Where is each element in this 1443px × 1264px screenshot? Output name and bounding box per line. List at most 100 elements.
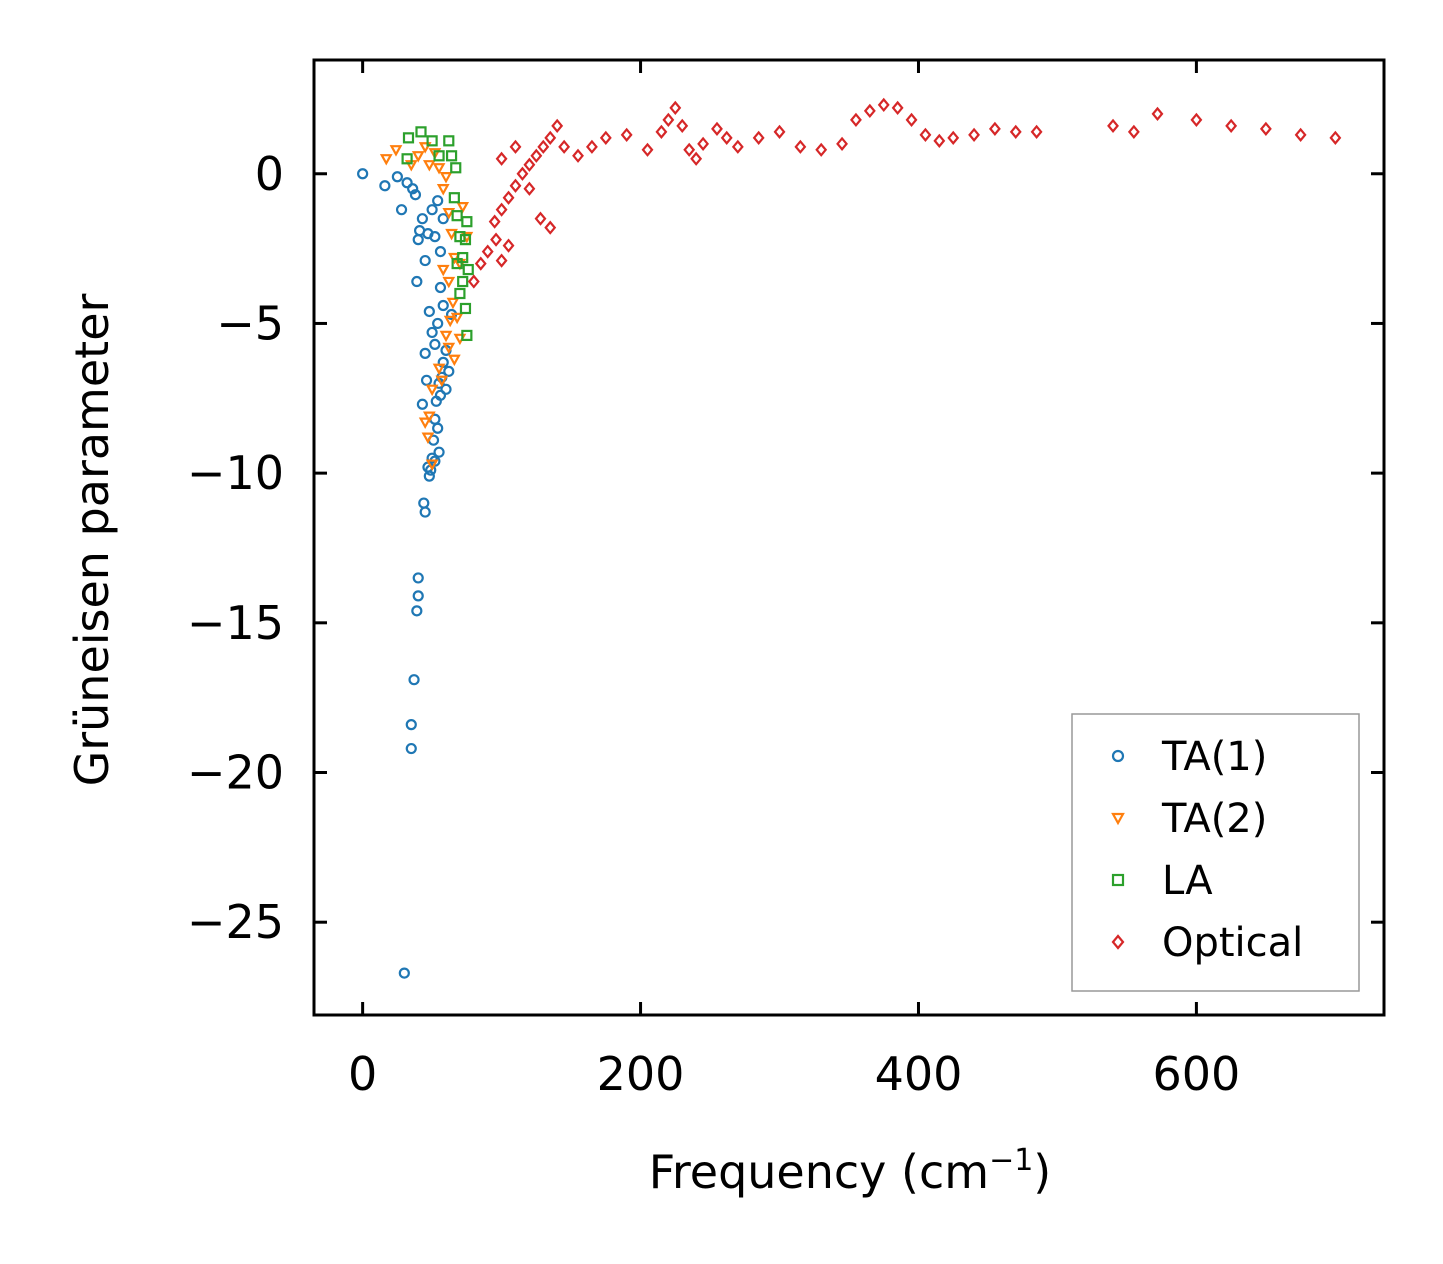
data-point [416, 398, 428, 410]
y-tick-label: −25 [187, 895, 284, 949]
data-point [481, 244, 494, 259]
data-point [544, 220, 557, 235]
data-point [421, 432, 435, 444]
data-point [450, 162, 462, 174]
data-point [1329, 130, 1342, 145]
data-point [537, 139, 550, 154]
series-la [401, 126, 474, 342]
data-point [415, 126, 427, 138]
data-point [434, 245, 447, 258]
data-point [1030, 124, 1043, 139]
data-point [495, 202, 508, 217]
data-point [947, 130, 960, 145]
data-point [461, 216, 473, 228]
data-point [794, 139, 807, 154]
x-tick-label: 600 [1152, 1047, 1240, 1101]
data-point [490, 232, 502, 247]
data-point [459, 302, 472, 315]
data-point [357, 168, 369, 180]
data-point [425, 384, 439, 397]
y-tick-label: −20 [187, 746, 284, 800]
data-point [1259, 121, 1272, 136]
data-point [711, 121, 723, 136]
data-point [437, 213, 449, 225]
data-point [662, 112, 675, 127]
data-point [877, 97, 890, 113]
data-point [425, 459, 439, 471]
data-point [530, 148, 543, 163]
data-point [720, 130, 733, 145]
data-point [1009, 124, 1022, 139]
legend-entry: TA(2) [1111, 796, 1267, 842]
legend-entry: TA(1) [1111, 734, 1267, 780]
data-point [432, 317, 444, 330]
data-point [442, 276, 456, 289]
data-point [1107, 118, 1119, 133]
data-point [432, 195, 444, 207]
data-point [405, 742, 417, 755]
data-point [905, 112, 918, 127]
data-point [919, 127, 932, 142]
data-point [439, 330, 453, 343]
x-axis-label: Frequency (cm−1) [649, 1143, 1052, 1199]
data-point [454, 287, 466, 300]
data-point [815, 142, 828, 157]
legend-label: TA(1) [1161, 734, 1267, 780]
data-point [433, 150, 445, 162]
legend-marker [1111, 873, 1125, 887]
data-point [462, 263, 474, 276]
data-point [731, 139, 744, 154]
data-point [459, 234, 472, 246]
data-point [436, 184, 450, 196]
data-point [697, 136, 710, 151]
legend-label: TA(2) [1161, 796, 1267, 842]
data-point [426, 452, 438, 464]
data-point [418, 142, 432, 154]
data-point [467, 274, 480, 289]
data-point [1225, 118, 1238, 133]
data-point [443, 315, 457, 328]
data-point [426, 326, 438, 339]
data-point [411, 275, 423, 288]
data-point [429, 338, 441, 351]
y-tick-label: −15 [187, 596, 284, 650]
data-point [1127, 124, 1140, 139]
data-point [683, 142, 696, 157]
data-point [456, 201, 470, 214]
data-point [451, 210, 463, 222]
data-point [445, 228, 458, 241]
legend-entry: LA [1111, 858, 1213, 904]
y-tick-label: −5 [216, 296, 284, 350]
data-point [599, 130, 612, 145]
data-point [509, 139, 522, 154]
data-point [436, 264, 450, 277]
data-point [398, 967, 410, 979]
data-point [447, 354, 461, 367]
data-point [395, 204, 408, 216]
data-point [426, 204, 438, 216]
data-point [428, 148, 442, 160]
y-axis-label: Grüneisen parameter [65, 293, 119, 786]
data-point [690, 151, 703, 166]
data-point [439, 172, 453, 184]
x-tick-label: 0 [348, 1047, 377, 1101]
data-point [773, 124, 786, 139]
data-point [1190, 112, 1203, 127]
data-point [443, 135, 455, 147]
data-point [442, 342, 456, 355]
data-point [379, 180, 391, 192]
data-point [402, 132, 415, 144]
data-point [391, 171, 403, 183]
plot-frame [312, 58, 1386, 1017]
data-point [443, 365, 455, 377]
data-point [408, 674, 420, 686]
y-tick-label: −10 [187, 446, 284, 500]
data-point [379, 154, 393, 166]
tick-labels: 0 200 400 600 0 −5 −10 −15 −20 −25 [187, 147, 1240, 1101]
data-point [419, 347, 431, 359]
data-point [407, 183, 419, 195]
data-point [433, 446, 445, 458]
data-point [676, 118, 689, 133]
data-point [419, 254, 431, 267]
data-point [412, 572, 424, 584]
